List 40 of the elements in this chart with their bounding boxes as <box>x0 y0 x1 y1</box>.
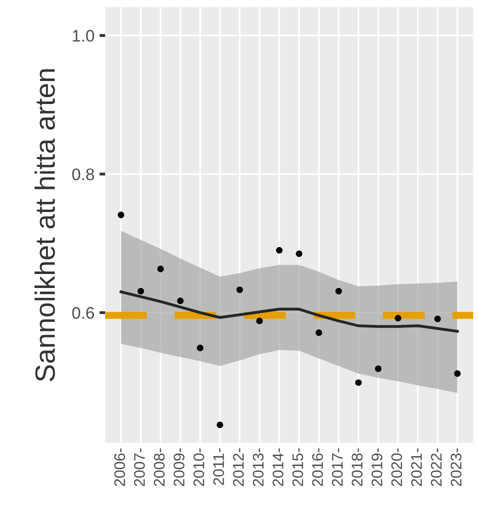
x-tick-label: 2021- <box>411 448 422 486</box>
x-tick-label: 2018- <box>352 448 363 486</box>
x-tick-label: 2010- <box>193 448 204 486</box>
y-tick-label: 1.0 <box>72 30 94 42</box>
point <box>276 246 283 254</box>
point <box>196 344 204 352</box>
x-tick-label: 2013- <box>252 448 264 486</box>
x-tick-label: 2008- <box>154 448 165 486</box>
x-tick-label: 2009- <box>174 448 184 486</box>
x-tick-label: 2017- <box>332 448 343 486</box>
x-tick-label: 2007- <box>134 448 145 486</box>
line-series <box>120 290 459 333</box>
x-tick-label: 2019- <box>372 448 382 486</box>
y-tick-label: 0.8 <box>72 168 94 180</box>
point <box>216 422 224 428</box>
x-tick-label: 2020- <box>391 448 402 486</box>
y-tick-label: 0.6 <box>72 307 94 319</box>
point <box>374 365 382 372</box>
point <box>454 370 461 377</box>
point <box>355 379 362 386</box>
x-tick-label: 2023- <box>450 448 462 486</box>
point <box>118 212 124 218</box>
x-tick-label: 2014- <box>272 448 284 486</box>
x-tick-label: 2022- <box>430 448 442 486</box>
point <box>434 316 441 322</box>
point <box>157 266 164 272</box>
point <box>316 329 322 336</box>
x-tick-label: 2015- <box>292 448 304 486</box>
x-tick-label: 2012- <box>233 448 244 486</box>
point <box>296 250 302 258</box>
y-axis-title: Sannolikhet att hitta arten <box>34 69 55 382</box>
point <box>236 286 244 294</box>
x-tick-label: 2016- <box>312 448 323 486</box>
point <box>177 298 184 304</box>
x-tick-label: 2006- <box>114 448 126 486</box>
point <box>394 314 402 322</box>
point <box>335 288 342 294</box>
point <box>256 318 263 324</box>
point <box>137 288 144 294</box>
x-tick-label: 2011- <box>213 448 224 485</box>
